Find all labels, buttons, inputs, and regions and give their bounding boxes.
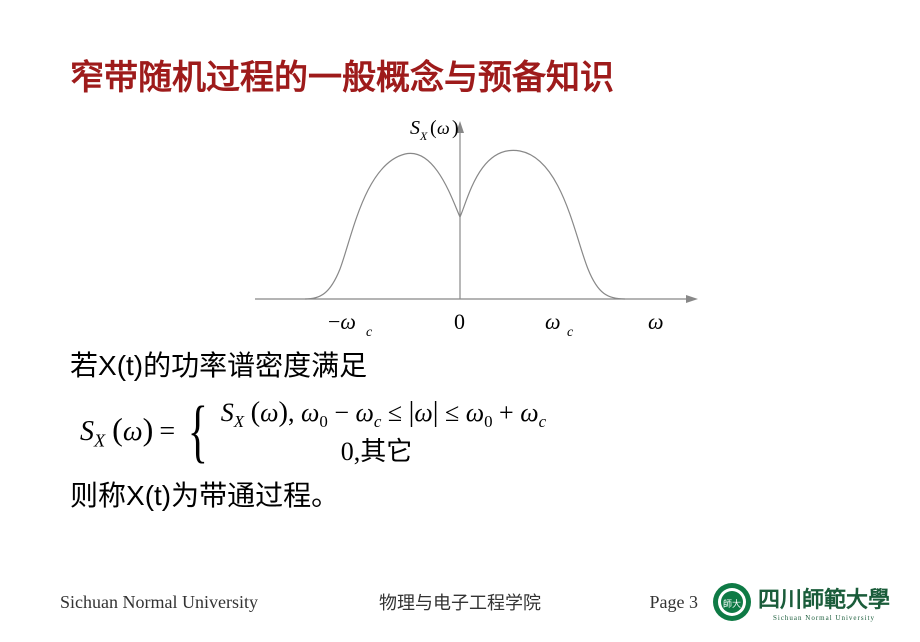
svg-text:c: c [366, 325, 373, 339]
var-xt: X(t) [98, 350, 143, 381]
footer-center: 物理与电子工程学院 [379, 589, 541, 615]
text: 若 [70, 351, 98, 382]
brace-icon: { [188, 397, 208, 467]
formula: SX (ω) = { SX (ω), ω0 − ωc ≤ |ω| ≤ ω0 + … [80, 394, 850, 469]
svg-text:ω: ω [437, 118, 450, 138]
svg-text:c: c [567, 325, 574, 339]
equals: = [159, 416, 175, 448]
body-line-3: 则称X(t)为带通过程。 [70, 475, 850, 518]
svg-text:): ) [452, 117, 459, 139]
logo-seal-icon: 師大 [712, 582, 752, 622]
var-xt: X(t) [126, 480, 171, 511]
svg-text:0: 0 [454, 309, 465, 334]
text: 的功率谱密度满足 [143, 351, 367, 382]
svg-text:−ω: −ω [328, 309, 356, 334]
footer: Sichuan Normal University 物理与电子工程学院 Page… [0, 582, 920, 622]
case-2: 0,其它 [221, 434, 546, 469]
university-logo: 師大 四川師範大學 Sichuan Normal University [712, 582, 890, 622]
svg-text:(: ( [430, 117, 437, 139]
svg-text:師大: 師大 [723, 598, 741, 609]
university-name-en: Sichuan Normal University [758, 614, 890, 622]
text: 为带通过程。 [171, 481, 339, 512]
slide-title: 窄带随机过程的一般概念与预备知识 [70, 50, 850, 99]
body-line-1: 若X(t)的功率谱密度满足 [70, 345, 850, 388]
page-number: Page 3 [649, 592, 698, 613]
cases: SX (ω), ω0 − ωc ≤ |ω| ≤ ω0 + ωc 0,其它 [221, 394, 546, 469]
lhs: SX (ω) [80, 411, 153, 452]
footer-left: Sichuan Normal University [60, 592, 258, 613]
university-name-cn: 四川師範大學 [758, 587, 890, 612]
svg-text:S: S [410, 117, 420, 139]
svg-text:X: X [419, 129, 428, 143]
spectrum-graph: S X ( ω ) −ω c 0 ω c ω [210, 109, 710, 339]
svg-text:ω: ω [648, 309, 664, 334]
case-1: SX (ω), ω0 − ωc ≤ |ω| ≤ ω0 + ωc [221, 394, 546, 434]
svg-text:ω: ω [545, 309, 561, 334]
text: 则称 [70, 481, 126, 512]
